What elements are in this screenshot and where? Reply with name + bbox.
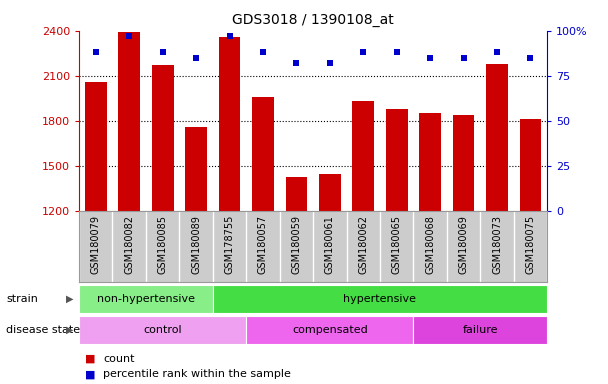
Text: GSM180082: GSM180082 — [124, 215, 134, 274]
Bar — [353, 101, 374, 211]
Text: compensated: compensated — [292, 325, 368, 335]
Bar — [85, 82, 106, 211]
Text: disease state: disease state — [6, 325, 80, 335]
Text: ■: ■ — [85, 354, 95, 364]
Text: ▶: ▶ — [66, 325, 74, 335]
Text: GSM178755: GSM178755 — [224, 215, 235, 274]
Bar — [252, 97, 274, 211]
Text: count: count — [103, 354, 135, 364]
Bar — [185, 127, 207, 211]
Text: ▶: ▶ — [66, 294, 74, 304]
Bar — [213, 285, 547, 313]
Text: GSM180061: GSM180061 — [325, 215, 335, 274]
Text: GSM180065: GSM180065 — [392, 215, 402, 274]
Bar — [119, 32, 140, 211]
Bar — [219, 37, 240, 211]
Text: GSM180073: GSM180073 — [492, 215, 502, 274]
Bar — [286, 177, 307, 211]
Title: GDS3018 / 1390108_at: GDS3018 / 1390108_at — [232, 13, 394, 27]
Bar — [486, 64, 508, 211]
Text: GSM180079: GSM180079 — [91, 215, 101, 274]
Text: GSM180062: GSM180062 — [358, 215, 368, 274]
Text: failure: failure — [463, 325, 498, 335]
Text: GSM180085: GSM180085 — [157, 215, 168, 274]
Bar — [79, 316, 246, 344]
Bar — [319, 174, 340, 211]
Text: GSM180057: GSM180057 — [258, 215, 268, 274]
Bar — [386, 109, 407, 211]
Text: hypertensive: hypertensive — [344, 294, 416, 304]
Text: non-hypertensive: non-hypertensive — [97, 294, 195, 304]
Bar — [246, 316, 413, 344]
Text: GSM180075: GSM180075 — [525, 215, 536, 274]
Text: GSM180089: GSM180089 — [191, 215, 201, 274]
Text: GSM180059: GSM180059 — [291, 215, 302, 274]
Bar — [152, 65, 173, 211]
Text: ■: ■ — [85, 369, 95, 379]
Text: control: control — [143, 325, 182, 335]
Bar — [453, 115, 474, 211]
Bar — [420, 113, 441, 211]
Bar — [413, 316, 547, 344]
Text: percentile rank within the sample: percentile rank within the sample — [103, 369, 291, 379]
Text: GSM180069: GSM180069 — [458, 215, 469, 274]
Text: GSM180068: GSM180068 — [425, 215, 435, 274]
Text: strain: strain — [6, 294, 38, 304]
Bar — [79, 285, 213, 313]
Bar — [520, 119, 541, 211]
